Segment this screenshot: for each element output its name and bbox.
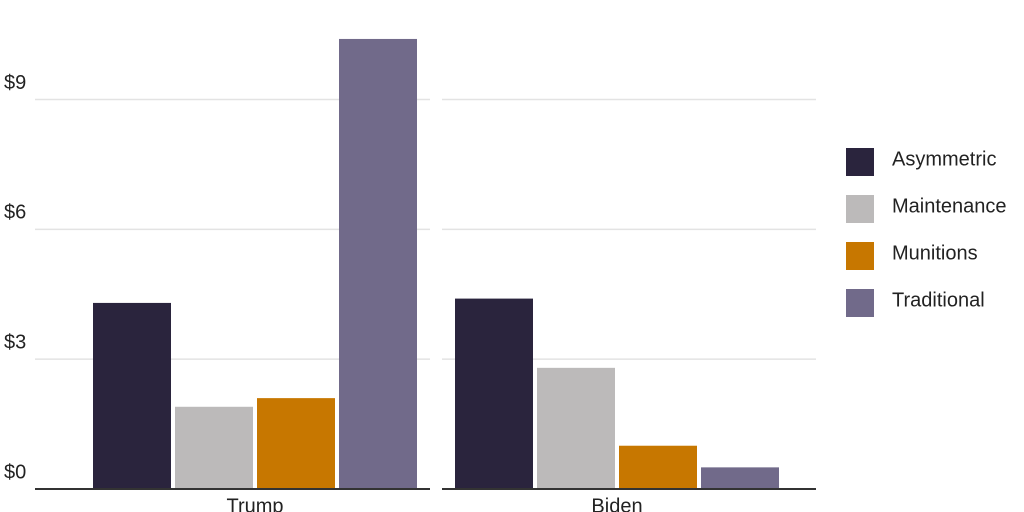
legend-swatch xyxy=(846,195,874,223)
y-tick-label: $0 xyxy=(4,461,26,483)
y-tick-label: $3 xyxy=(4,331,26,353)
bar xyxy=(257,398,335,489)
bar xyxy=(93,302,171,489)
bar xyxy=(175,406,253,489)
x-tick-label: Trump xyxy=(226,495,283,512)
bar xyxy=(701,467,779,489)
x-tick-label: Biden xyxy=(591,495,642,512)
legend-label: Asymmetric xyxy=(892,148,996,170)
bar xyxy=(537,367,615,489)
bar xyxy=(339,38,417,490)
legend-swatch xyxy=(846,242,874,270)
legend-swatch xyxy=(846,148,874,176)
legend-label: Maintenance xyxy=(892,195,1007,217)
bar xyxy=(619,445,697,489)
legend-label: Munitions xyxy=(892,242,978,264)
y-tick-label: $6 xyxy=(4,202,26,224)
y-tick-label: $9 xyxy=(4,72,26,94)
legend-label: Traditional xyxy=(892,289,985,311)
bar xyxy=(455,298,533,489)
legend-swatch xyxy=(846,289,874,317)
